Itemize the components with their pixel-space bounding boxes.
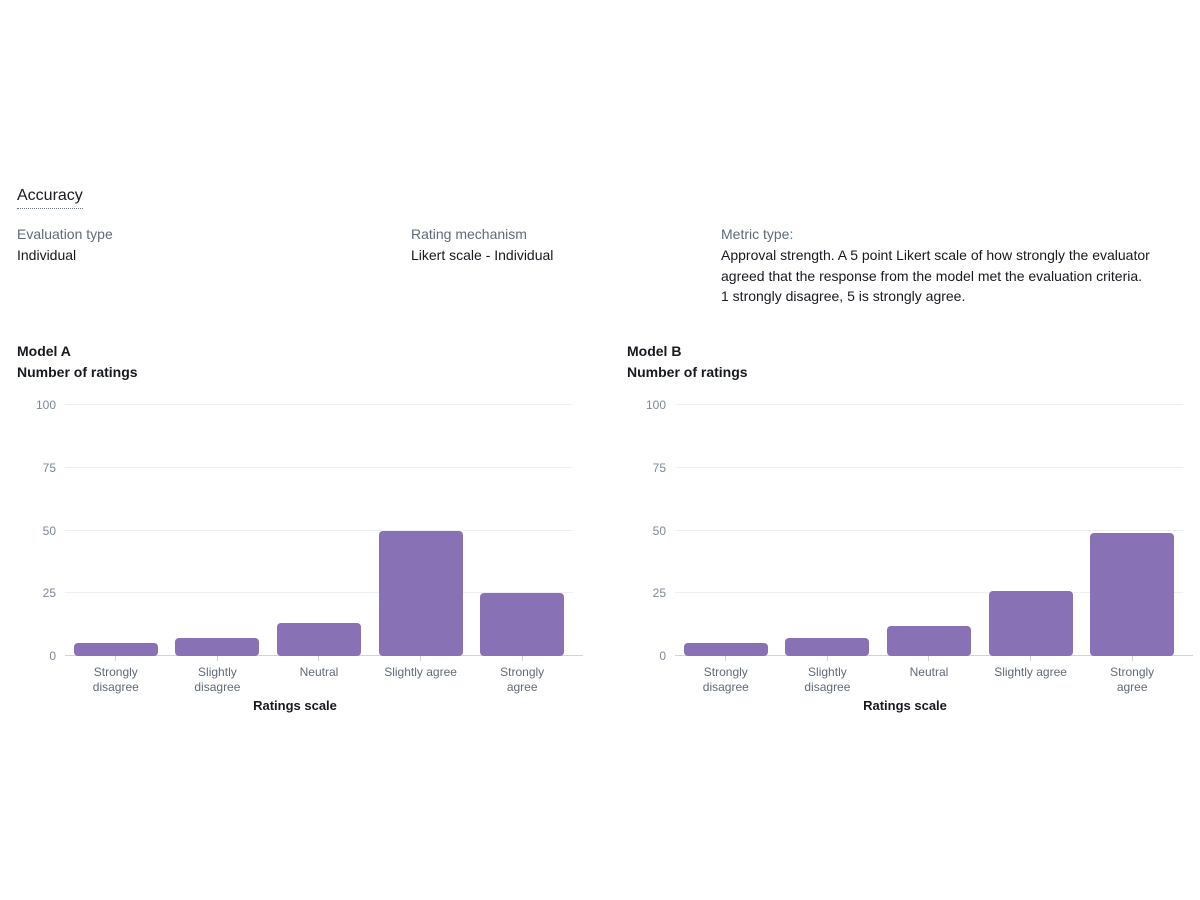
- bar-neutral[interactable]: [276, 623, 361, 656]
- chart-title: Model A: [17, 343, 71, 359]
- bar-slot: [167, 405, 269, 656]
- bar-slot: [878, 405, 980, 656]
- x-category-slot: Neutral: [268, 656, 370, 695]
- x-category-label: Strongly disagree: [702, 665, 749, 694]
- y-tick-label: 0: [49, 649, 56, 663]
- x-category-slot: Strongly disagree: [675, 656, 777, 695]
- y-tick-label: 100: [35, 398, 56, 412]
- y-axis-title: Number of ratings: [627, 364, 748, 380]
- x-tick-mark: [1030, 656, 1032, 661]
- metric-type-label: Metric type:: [721, 226, 794, 242]
- x-category-label: Strongly agree: [500, 665, 545, 694]
- x-category-label: Strongly disagree: [92, 665, 139, 694]
- x-category-label: Slightly disagree: [804, 665, 851, 694]
- evaluation-type-value: Individual: [17, 247, 77, 263]
- x-axis-labels: Strongly disagree Slightly disagree Neutra…: [65, 656, 573, 695]
- bar-strongly-disagree[interactable]: [73, 643, 158, 656]
- rating-mechanism-field: Rating mechanism Likert scale - Individu…: [411, 224, 711, 266]
- bar-slot: [370, 405, 472, 656]
- bar-slot: [777, 405, 879, 656]
- y-tick-label: 50: [42, 523, 56, 538]
- metric-type-field: Metric type: Approval strength. A 5 poin…: [721, 224, 1171, 307]
- bar-strongly-disagree[interactable]: [683, 643, 768, 656]
- bars-layer: [675, 405, 1183, 656]
- x-category-label: Slightly agree: [384, 665, 457, 679]
- x-axis-labels: Strongly disagree Slightly disagree Neutra…: [675, 656, 1183, 695]
- bar-neutral[interactable]: [886, 625, 971, 656]
- bar-slot: [675, 405, 777, 656]
- x-tick-mark: [420, 656, 422, 661]
- x-axis-title: Ratings scale: [253, 698, 337, 713]
- evaluation-type-label: Evaluation type: [17, 226, 113, 242]
- y-tick-label: 50: [652, 523, 666, 538]
- y-tick-label: 25: [652, 586, 666, 601]
- x-tick-mark: [216, 656, 218, 661]
- y-tick-label: 75: [652, 460, 666, 475]
- y-tick-label: 0: [659, 649, 666, 663]
- evaluation-type-field: Evaluation type Individual: [17, 224, 397, 266]
- plot-area: 0 25 50 75 100: [36, 399, 583, 662]
- y-tick-label: 75: [42, 460, 56, 475]
- metric-type-description: Approval strength. A 5 point Likert scal…: [721, 247, 1150, 304]
- metric-heading-accuracy[interactable]: Accuracy: [17, 187, 83, 209]
- y-axis-title: Number of ratings: [17, 364, 138, 380]
- gridline: [65, 404, 573, 405]
- gridline: [675, 592, 1183, 594]
- x-tick-mark: [1131, 656, 1133, 661]
- x-tick-mark: [826, 656, 828, 661]
- x-category-label: Neutral: [909, 665, 949, 679]
- model-b-chart: Model B Number of ratings 0 25 50 75 100 Str…: [627, 341, 1193, 713]
- bar-slot: [980, 405, 1082, 656]
- gridline: [65, 592, 573, 594]
- gridline: [675, 466, 1183, 468]
- x-category-slot: Slightly disagree: [777, 656, 879, 695]
- x-category-slot: Strongly agree: [1081, 656, 1183, 695]
- bar-strongly-agree[interactable]: [1090, 533, 1175, 656]
- x-tick-mark: [521, 656, 523, 661]
- x-category-slot: Strongly disagree: [65, 656, 167, 695]
- x-category-slot: Slightly agree: [980, 656, 1082, 695]
- x-category-slot: Strongly agree: [471, 656, 573, 695]
- gridline: [675, 404, 1183, 405]
- model-a-chart: Model A Number of ratings 0 25 50 75 100 Str…: [17, 341, 583, 713]
- x-tick-mark: [725, 656, 727, 661]
- gridline: [65, 466, 573, 468]
- rating-mechanism-value: Likert scale - Individual: [411, 247, 554, 263]
- bar-slot: [471, 405, 573, 656]
- plot-area: 0 25 50 75 100: [646, 399, 1193, 662]
- x-category-label: Neutral: [299, 665, 339, 679]
- y-tick-label: 25: [42, 586, 56, 601]
- bar-slot: [65, 405, 167, 656]
- y-tick-label: 100: [645, 398, 666, 412]
- gridline: [675, 529, 1183, 531]
- bar-slightly-agree[interactable]: [988, 590, 1073, 656]
- x-axis-title: Ratings scale: [863, 698, 947, 713]
- x-tick-mark: [318, 656, 320, 661]
- bar-slightly-disagree[interactable]: [785, 638, 870, 656]
- bar-slot: [268, 405, 370, 656]
- x-category-slot: Neutral: [878, 656, 980, 695]
- x-tick-mark: [928, 656, 930, 661]
- x-category-slot: Slightly disagree: [167, 656, 269, 695]
- chart-title: Model B: [627, 343, 682, 359]
- gridline: [65, 529, 573, 531]
- bars-layer: [65, 405, 573, 656]
- bar-slot: [1081, 405, 1183, 656]
- bar-slightly-agree[interactable]: [378, 530, 463, 656]
- x-category-label: Strongly agree: [1110, 665, 1155, 694]
- charts-row: Model A Number of ratings 0 25 50 75 100 Str…: [17, 341, 1193, 713]
- bar-strongly-agree[interactable]: [480, 593, 565, 656]
- x-category-slot: Slightly agree: [370, 656, 472, 695]
- rating-mechanism-label: Rating mechanism: [411, 226, 527, 242]
- x-tick-mark: [115, 656, 117, 661]
- bar-slightly-disagree[interactable]: [175, 638, 260, 656]
- x-category-label: Slightly disagree: [194, 665, 241, 694]
- x-category-label: Slightly agree: [994, 665, 1067, 679]
